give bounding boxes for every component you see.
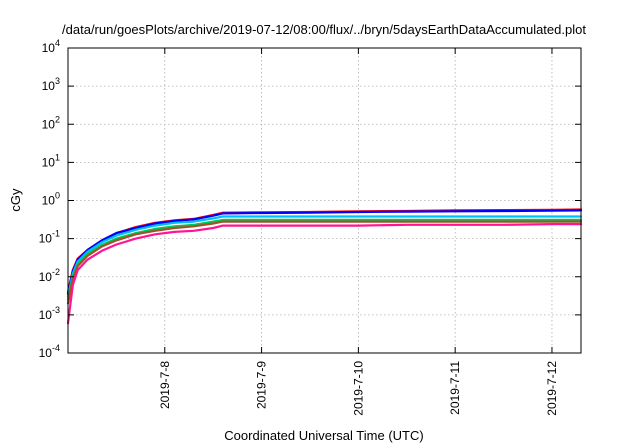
series-line-5 [66,220,583,305]
y-tick-label: 102 [42,114,60,131]
y-axis-label: cGy [8,188,23,212]
y-tick-label: 101 [42,152,60,169]
y-tick-label: 10-2 [39,267,60,284]
grid [68,48,581,353]
x-tick-label: 2019-7-10 [351,361,365,416]
series-line-3 [66,215,583,298]
y-tick-label: 103 [42,76,60,93]
y-tick-labels: 10-4 10-3 10-2 10-1 100 101 102 103 104 [39,38,60,360]
x-tick-labels: 2019-7-8 2019-7-9 2019-7-10 2019-7-11 2019-7… [158,361,559,416]
x-axis-label: Coordinated Universal Time (UTC) [224,428,423,443]
x-tick-label: 2019-7-12 [545,361,559,416]
chart-title: /data/run/goesPlots/archive/2019-07-12/0… [62,22,586,37]
x-tick-label: 2019-7-8 [158,361,172,409]
y-tick-label: 100 [42,191,60,208]
series-line-4 [66,218,583,301]
y-tick-label: 10-3 [39,305,60,322]
ticks [68,47,581,354]
y-tick-label: 10-1 [39,229,60,246]
series-line-2 [66,209,583,296]
x-tick-label: 2019-7-11 [448,361,462,415]
y-tick-label: 10-4 [39,343,60,360]
series-layer [66,208,583,325]
y-tick-label: 104 [42,38,60,55]
series-line-6 [66,223,583,325]
x-tick-label: 2019-7-9 [255,361,269,409]
